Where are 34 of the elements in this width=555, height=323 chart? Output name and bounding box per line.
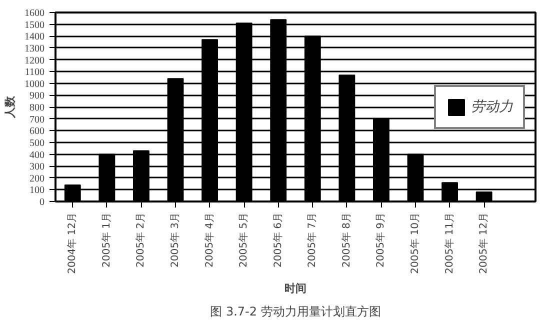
x-tick-label: 2005年 8月	[340, 212, 352, 268]
y-tick-label: 100	[30, 185, 44, 196]
x-tick-label: 2005年 4月	[203, 212, 216, 268]
y-tick-label: 1300	[24, 43, 44, 54]
x-tick-label: 2005年 5月	[238, 212, 250, 268]
y-tick-label: 800	[30, 102, 44, 114]
y-tick-label: 900	[30, 90, 44, 102]
y-tick-label: 1000	[24, 78, 44, 90]
y-tick-label: 400	[30, 150, 44, 161]
x-tick-label: 2005年 12月	[478, 212, 490, 274]
x-tick-label: 2005年 3月	[169, 212, 181, 268]
y-tick-label: 0	[40, 197, 44, 208]
y-tick-label: 200	[30, 173, 44, 184]
x-tick-label: 2005年 9月	[374, 212, 387, 268]
y-tick-label: 600	[30, 126, 44, 138]
y-tick-label: 1500	[24, 20, 44, 31]
y-tick-label: 700	[30, 114, 44, 126]
y-tick-label: 500	[30, 138, 44, 149]
y-tick-label: 1400	[24, 32, 44, 43]
x-tick-label: 2005年 6月	[272, 212, 284, 268]
text: 图 3.7-2 劳动力用量计划直方图	[210, 304, 381, 318]
y-tick-label: 300	[30, 162, 44, 173]
x-axis-title: 时间	[284, 282, 306, 295]
y-tick-label: 1100	[24, 67, 45, 78]
x-tick-label: 2005年 7月	[306, 212, 318, 268]
y-tick-label: 1200	[24, 55, 44, 66]
legend-label: 劳动力	[471, 98, 513, 116]
x-tick-label: 2005年 2月	[134, 212, 147, 268]
x-tick-label: 2005年 1月	[100, 212, 112, 268]
x-tick-label: 2005年 10月	[409, 212, 421, 274]
x-tick-label: 2005年 11月	[443, 212, 456, 274]
y-axis-title: 人数	[4, 95, 16, 119]
x-tick-label: 2004年 12月	[66, 212, 78, 274]
y-tick-label: 1600	[24, 8, 44, 19]
